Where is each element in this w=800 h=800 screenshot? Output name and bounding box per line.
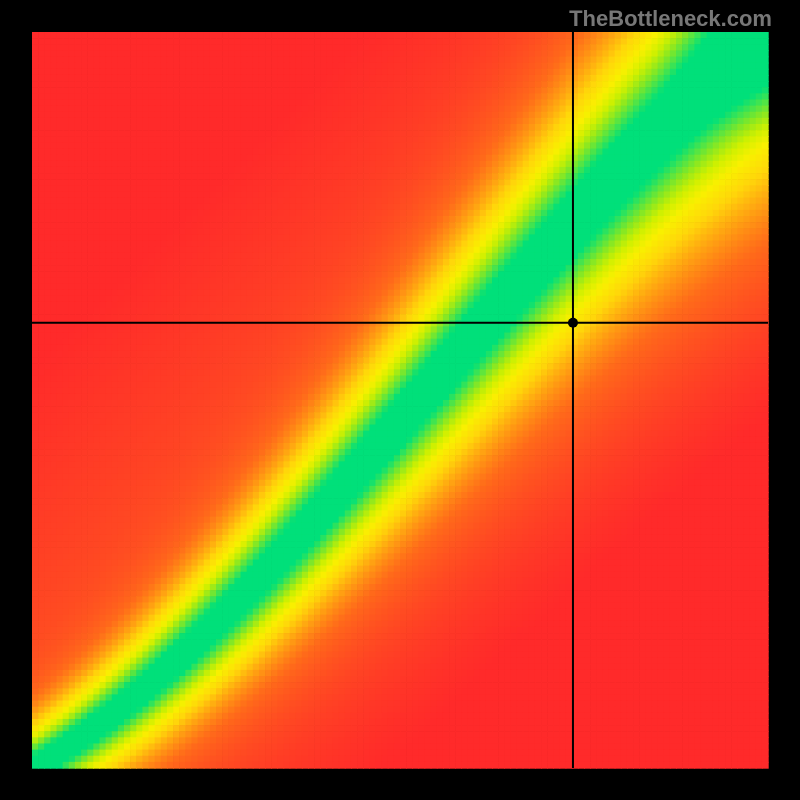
- bottleneck-heatmap: [0, 0, 800, 800]
- chart-container: TheBottleneck.com: [0, 0, 800, 800]
- watermark-text: TheBottleneck.com: [569, 6, 772, 32]
